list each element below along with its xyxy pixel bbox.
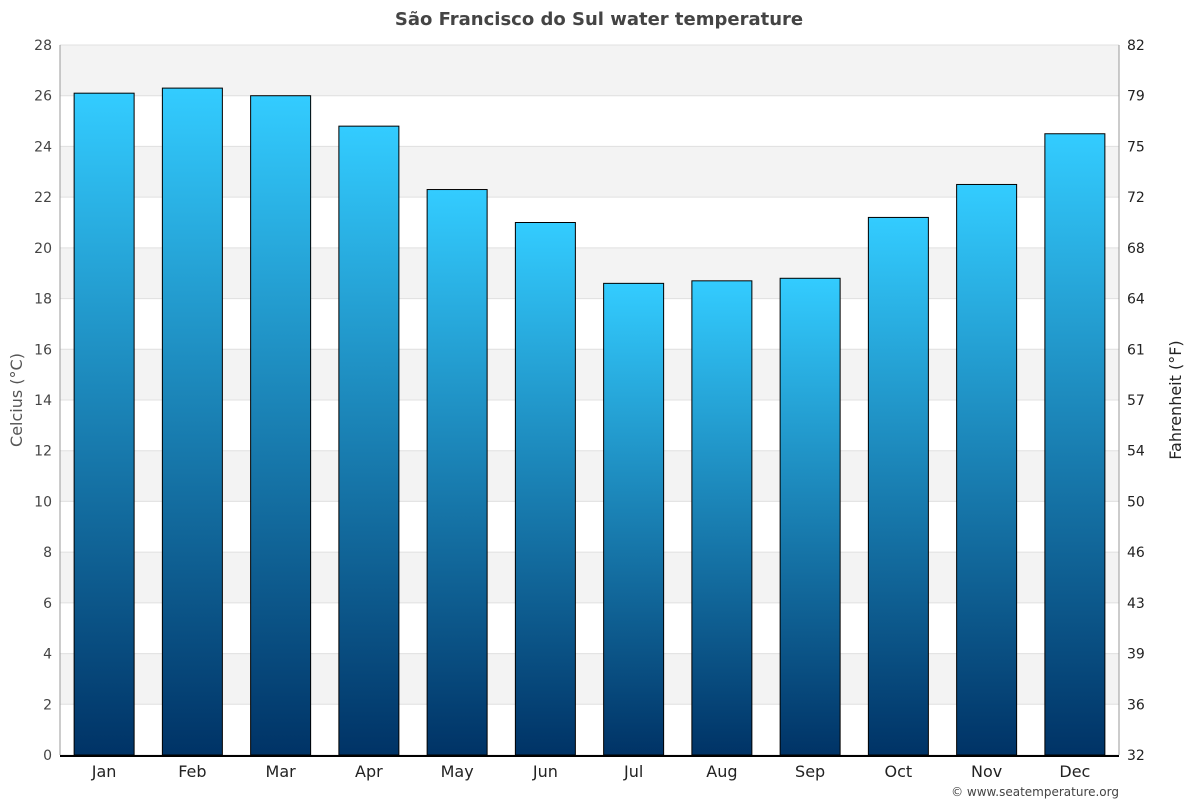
y2-tick-label: 46 (1127, 545, 1145, 561)
y-tick-label: 4 (43, 647, 52, 663)
y-tick-label: 0 (43, 748, 52, 764)
grid-band (60, 653, 1119, 705)
y-tick-label: 28 (34, 38, 52, 54)
y-tick-label: 20 (34, 241, 52, 257)
bar-jul (603, 282, 665, 756)
grid-band (60, 349, 1119, 400)
y2-tick-label: 43 (1127, 596, 1145, 612)
y2-tick-label: 54 (1127, 444, 1145, 460)
y-tick-label: 24 (34, 139, 52, 155)
chart-title: São Francisco do Sul water temperature (395, 9, 803, 30)
x-tick-label: Dec (1059, 762, 1090, 781)
grid-band (60, 45, 1119, 96)
x-tick-label: Aug (706, 762, 737, 781)
bar-mar (250, 95, 312, 756)
y2-tick-label: 79 (1127, 89, 1145, 105)
x-tick-label: Jan (91, 762, 117, 781)
bar-jan (73, 92, 135, 756)
grid-band (60, 146, 1119, 198)
bar-nov (956, 183, 1018, 756)
grid-band (60, 450, 1119, 502)
bar-sep (779, 277, 841, 756)
y2-tick-label: 75 (1127, 139, 1145, 155)
y-tick-label: 14 (34, 393, 52, 409)
bar-jun (514, 222, 576, 756)
y2-tick-label: 82 (1127, 38, 1145, 54)
y2-tick-label: 68 (1127, 241, 1145, 257)
y-tick-label: 6 (43, 596, 52, 612)
y-tick-label: 12 (34, 444, 52, 460)
bar-oct (867, 216, 929, 756)
grid-band (60, 552, 1119, 603)
bar-feb (161, 87, 223, 756)
y-tick-label: 22 (34, 190, 52, 206)
bar-dec (1044, 133, 1106, 756)
x-tick-label: May (441, 762, 474, 781)
y2-tick-label: 72 (1127, 190, 1145, 206)
x-tick-label: Nov (971, 762, 1002, 781)
x-tick-label: Jun (532, 762, 558, 781)
y2-axis-label: Fahrenheit (°F) (1166, 340, 1185, 459)
y-tick-label: 16 (34, 342, 52, 358)
y2-tick-label: 50 (1127, 494, 1145, 510)
bar-may (426, 189, 488, 756)
y-tick-label: 10 (34, 494, 52, 510)
y-tick-label: 26 (34, 89, 52, 105)
grid-band (60, 247, 1119, 299)
x-tick-label: Apr (355, 762, 383, 781)
y-tick-label: 2 (43, 697, 52, 713)
y-axis-label: Celcius (°C) (7, 353, 26, 447)
x-tick-label: Oct (885, 762, 913, 781)
y2-tick-label: 61 (1127, 342, 1145, 358)
y2-tick-label: 32 (1127, 748, 1145, 764)
x-tick-label: Mar (266, 762, 297, 781)
y2-tick-label: 57 (1127, 393, 1145, 409)
x-tick-label: Jul (623, 762, 643, 781)
y-tick-label: 18 (34, 292, 52, 308)
y2-tick-label: 39 (1127, 647, 1145, 663)
bar-aug (691, 280, 753, 756)
y-tick-label: 8 (43, 545, 52, 561)
y2-tick-label: 36 (1127, 697, 1145, 713)
x-tick-label: Sep (795, 762, 825, 781)
y2-tick-label: 64 (1127, 292, 1145, 308)
bar-apr (338, 125, 400, 756)
footer-credit[interactable]: © www.seatemperature.org (951, 785, 1119, 799)
x-tick-label: Feb (178, 762, 206, 781)
